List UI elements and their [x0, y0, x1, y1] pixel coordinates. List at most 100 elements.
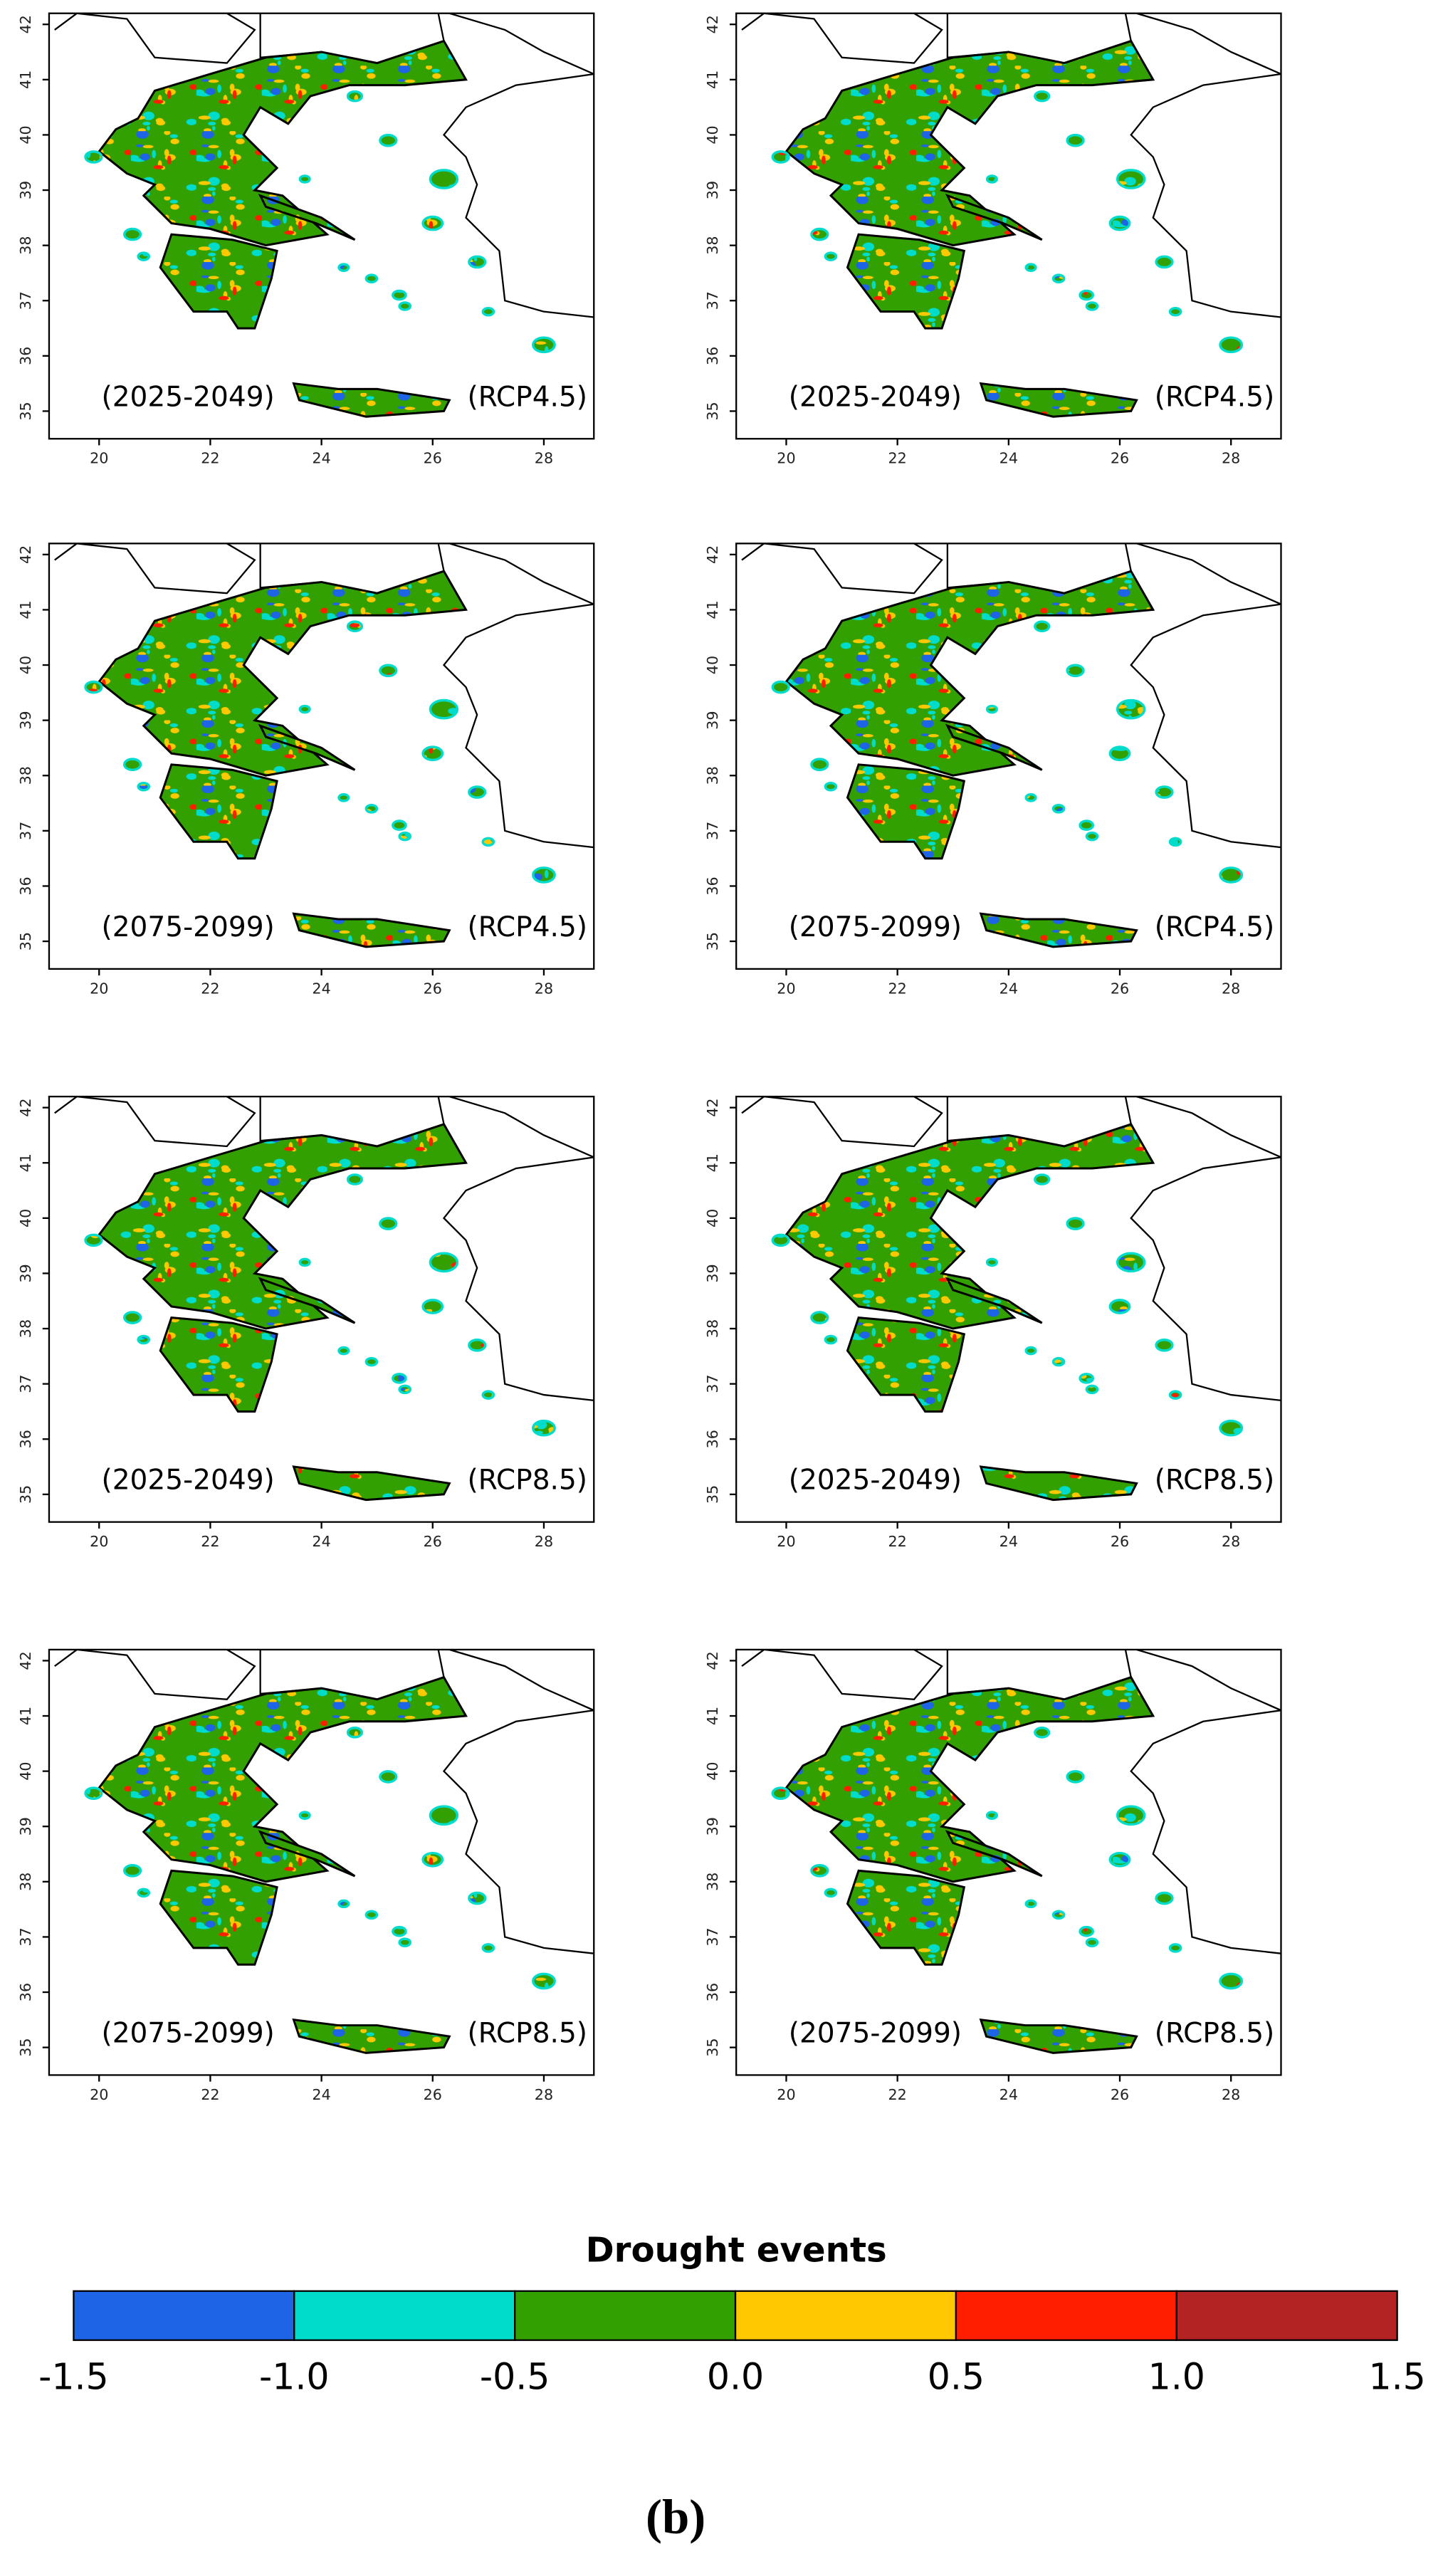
island — [824, 251, 838, 261]
y-tick-label: 42 — [704, 545, 721, 564]
island — [84, 150, 103, 164]
island — [137, 1888, 151, 1898]
island — [84, 1786, 103, 1800]
border — [741, 1649, 943, 1700]
island — [1034, 1727, 1051, 1739]
map — [741, 543, 1281, 948]
land — [785, 1123, 1155, 1330]
x-tick-label: 22 — [201, 1533, 219, 1550]
border — [946, 1649, 1133, 1700]
panel-scenario: (RCP4.5) — [467, 381, 587, 413]
border — [741, 13, 943, 64]
island — [771, 1233, 790, 1247]
x-tick-label: 26 — [424, 2086, 442, 2103]
border — [54, 1649, 256, 1700]
colorbar-bin — [1175, 2290, 1398, 2341]
y-tick-label: 38 — [17, 766, 34, 785]
x-tick-label: 24 — [312, 980, 330, 997]
y-tick-label: 40 — [704, 656, 721, 674]
island — [298, 174, 311, 184]
y-tick-label: 38 — [704, 766, 721, 785]
y-tick-label: 35 — [17, 1485, 34, 1504]
island — [1079, 1925, 1094, 1937]
island — [468, 255, 487, 269]
colorbar-tick-label: -1.5 — [38, 2356, 109, 2398]
land — [785, 1675, 1155, 1883]
island — [1108, 745, 1131, 762]
island — [398, 1937, 412, 1947]
island — [468, 1339, 487, 1352]
y-tick-label: 39 — [17, 1264, 34, 1282]
border — [741, 1096, 943, 1148]
land — [258, 194, 356, 241]
island — [1066, 664, 1085, 678]
island — [337, 793, 350, 802]
y-tick-label: 37 — [17, 1374, 34, 1393]
panel-period: (2025-2049) — [789, 381, 962, 413]
island — [481, 1943, 495, 1953]
y-tick-label: 41 — [17, 1707, 34, 1725]
island — [1155, 785, 1174, 799]
island — [1108, 215, 1131, 231]
island — [1024, 1899, 1037, 1909]
island — [1024, 1346, 1037, 1356]
colorbar-bin — [955, 2290, 1177, 2341]
border — [259, 1649, 445, 1700]
x-tick-label: 28 — [1222, 2086, 1240, 2103]
border — [442, 1649, 594, 1954]
x-tick-label: 24 — [999, 2086, 1018, 2103]
y-tick-label: 39 — [17, 1817, 34, 1836]
island — [421, 1851, 444, 1868]
map-panel: 20 22 24 26 28 35 36 37 38 39 40 41 42 (2025-2049) (RC… — [17, 12, 595, 467]
legend-title: Drought events — [586, 2230, 887, 2270]
y-tick-label: 36 — [704, 347, 721, 365]
island — [429, 1805, 459, 1826]
colorbar-tick-label: 1.0 — [1148, 2356, 1205, 2398]
island — [1116, 698, 1146, 720]
x-tick-label: 24 — [312, 450, 330, 467]
x-tick-label: 22 — [201, 980, 219, 997]
land — [159, 763, 278, 860]
land — [979, 1465, 1138, 1502]
y-tick-label: 40 — [704, 1209, 721, 1227]
island — [364, 804, 379, 814]
island — [137, 781, 151, 792]
x-tick-label: 22 — [201, 450, 219, 467]
y-tick-label: 40 — [17, 1761, 34, 1780]
border — [442, 13, 594, 318]
x-tick-label: 20 — [777, 2086, 795, 2103]
island — [1219, 336, 1244, 354]
x-tick-label: 20 — [90, 450, 108, 467]
island — [392, 1925, 407, 1937]
y-tick-label: 35 — [704, 2038, 721, 2056]
x-tick-label: 26 — [1111, 1533, 1129, 1550]
x-tick-label: 26 — [1111, 980, 1129, 997]
panel-period: (2075-2099) — [101, 911, 274, 943]
land — [159, 233, 278, 330]
island — [298, 1811, 311, 1820]
border — [259, 13, 445, 64]
x-tick-label: 28 — [1222, 1533, 1240, 1550]
y-tick-label: 40 — [704, 125, 721, 144]
land — [98, 1123, 468, 1330]
y-tick-label: 41 — [704, 600, 721, 619]
map-panel: 20 22 24 26 28 35 36 37 38 39 40 41 42 (2075-2099) (RC… — [17, 543, 595, 997]
y-tick-label: 42 — [704, 1651, 721, 1670]
y-tick-label: 41 — [17, 1153, 34, 1172]
map — [54, 1649, 594, 2054]
y-tick-label: 42 — [704, 15, 721, 33]
y-tick-label: 42 — [17, 1651, 34, 1670]
island — [1219, 1972, 1244, 1990]
panel-scenario: (RCP8.5) — [1155, 2017, 1275, 2049]
border — [946, 1096, 1133, 1148]
island — [824, 1334, 838, 1345]
island — [1051, 804, 1066, 814]
land — [292, 2018, 451, 2054]
x-tick-label: 20 — [777, 980, 795, 997]
island — [84, 1233, 103, 1247]
island — [1155, 1891, 1174, 1905]
land — [979, 912, 1138, 948]
land — [159, 1869, 278, 1966]
